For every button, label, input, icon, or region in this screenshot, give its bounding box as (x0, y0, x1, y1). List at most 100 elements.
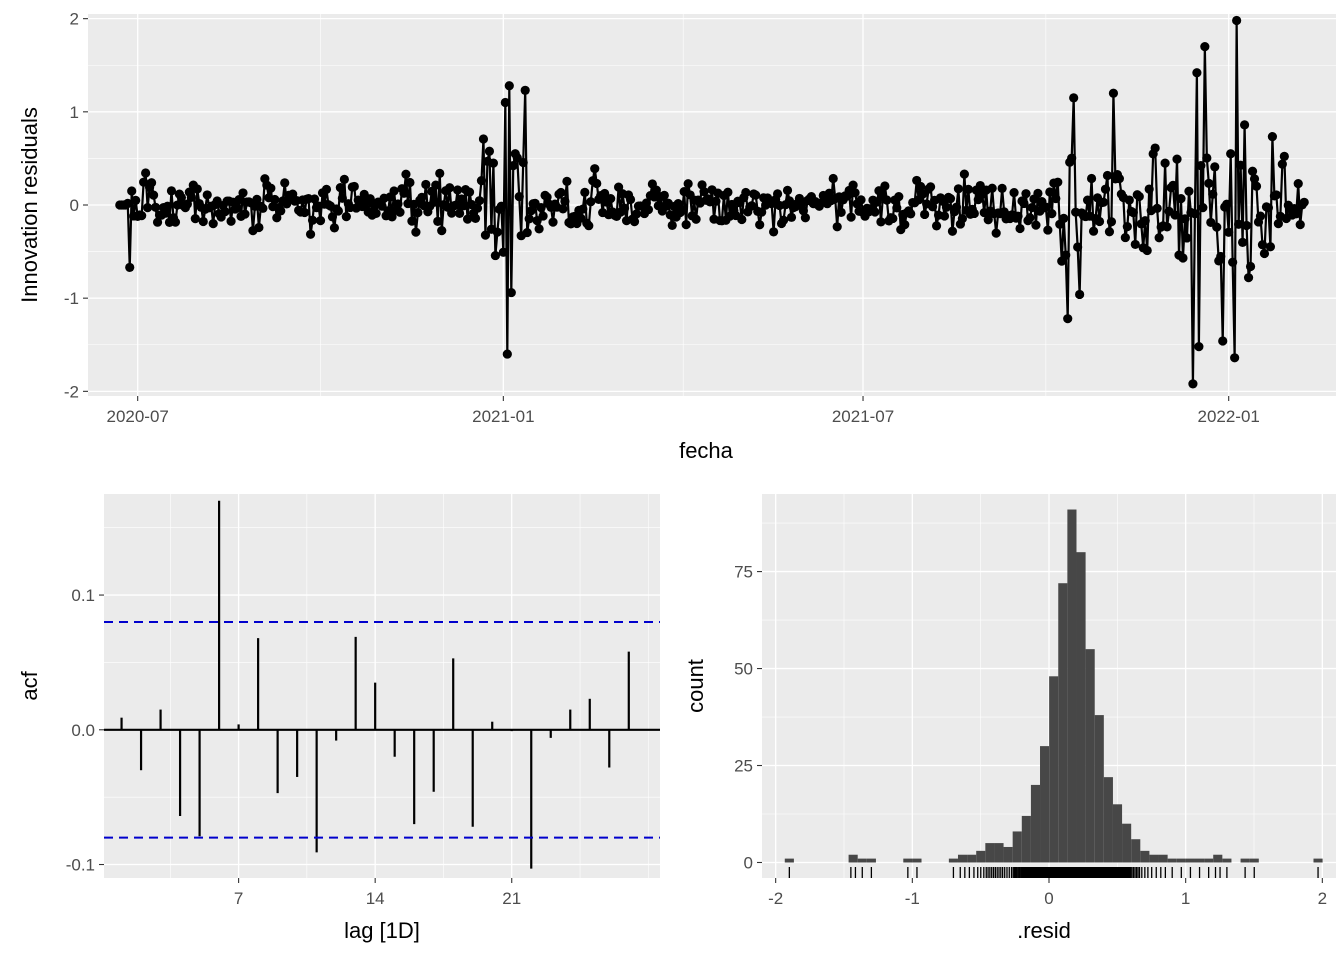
residuals-point (1176, 194, 1186, 204)
residuals-point (1251, 181, 1262, 191)
residuals-point (272, 213, 282, 223)
residuals-point (723, 187, 733, 197)
residuals-point (794, 193, 805, 204)
residuals-point (1204, 178, 1214, 188)
residuals-point (916, 181, 926, 192)
residuals-point (514, 191, 524, 202)
residuals-point (462, 214, 473, 224)
residuals-point (300, 207, 310, 218)
residuals-point (270, 194, 280, 205)
residuals-point (1100, 184, 1111, 194)
residuals-point (472, 203, 483, 213)
residuals-point (339, 174, 349, 184)
residuals-point (1299, 197, 1309, 207)
residuals-point (629, 217, 640, 227)
residuals-point (1192, 68, 1202, 78)
residuals-point (389, 186, 399, 196)
residuals-point (643, 205, 654, 215)
histogram-y-axis-title: count (683, 659, 708, 713)
residuals-point (1154, 233, 1164, 243)
histogram-x-tick-label: -1 (905, 889, 920, 908)
residuals-point (455, 208, 465, 218)
residuals-point (524, 214, 534, 224)
acf-bars (104, 500, 660, 869)
residuals-point (931, 221, 942, 231)
residuals-point (1150, 143, 1160, 153)
residuals-point (1043, 225, 1053, 235)
histogram-bar (1194, 858, 1205, 863)
residuals-series (115, 15, 1309, 389)
acf-x-tick-label: 14 (366, 889, 385, 908)
residuals-point (784, 196, 795, 206)
residuals-point (1124, 195, 1134, 205)
histogram-y-ticks: 0 25 50 75 (734, 563, 762, 872)
histogram-bar (948, 858, 958, 863)
histogram-bar (903, 858, 913, 863)
residuals-point (506, 287, 516, 298)
histogram-bar (1103, 777, 1113, 863)
residuals-point (1073, 242, 1083, 252)
residuals-point (681, 220, 691, 230)
residuals-point (141, 168, 151, 178)
residuals-point (1069, 93, 1079, 103)
residuals-point (1196, 161, 1206, 171)
histogram-bar (1185, 858, 1195, 863)
residuals-point (150, 202, 161, 212)
histogram-rug (788, 867, 1319, 878)
residuals-point (266, 183, 276, 193)
residuals-point (520, 85, 530, 95)
residuals-point (894, 191, 904, 202)
residuals-point (848, 180, 858, 190)
histogram-bar (866, 858, 876, 863)
residuals-point (387, 212, 397, 222)
residuals-point (1245, 261, 1256, 272)
residuals-point (741, 187, 751, 198)
residuals-point (1031, 220, 1041, 230)
residuals-point (1218, 336, 1228, 346)
residuals-point (939, 211, 950, 221)
residuals-point (882, 195, 892, 205)
histogram-bar (857, 858, 867, 863)
residuals-point (232, 203, 242, 213)
residuals-point (1170, 210, 1180, 220)
residuals-point (538, 211, 548, 221)
residuals-point (1202, 153, 1212, 163)
residuals-point (208, 219, 218, 229)
residuals-point (534, 224, 544, 234)
residuals-point (143, 202, 153, 213)
residuals-point (327, 212, 338, 222)
residuals-point (1098, 197, 1109, 207)
residuals-point (631, 209, 642, 219)
residuals-point (1239, 120, 1250, 130)
residuals-point (321, 184, 332, 194)
residuals-point (920, 209, 930, 220)
histogram-bar (1131, 839, 1141, 863)
residuals-point (856, 195, 866, 205)
residuals-point (480, 230, 491, 240)
residuals-point (1059, 213, 1069, 223)
histogram-x-tick-label: 1 (1181, 889, 1190, 908)
histogram-bar (1176, 858, 1186, 863)
residuals-point (836, 207, 846, 217)
residuals-point (1194, 342, 1204, 352)
residuals-point (677, 205, 687, 215)
residuals-point (769, 227, 779, 237)
residuals-point (333, 206, 343, 216)
residuals-point (578, 204, 588, 214)
residuals-point (464, 187, 475, 197)
residuals-point (556, 187, 566, 198)
histogram-bar (1167, 858, 1177, 863)
residuals-point (1108, 88, 1119, 98)
residuals-point (478, 134, 489, 144)
residuals-point (125, 262, 135, 273)
residuals-point (238, 188, 248, 198)
histogram-bar (1076, 552, 1086, 863)
residuals-point (1232, 15, 1242, 26)
histogram-x-axis-title: .resid (1017, 918, 1071, 943)
residuals-point (584, 221, 594, 231)
residuals-point (341, 212, 351, 222)
residuals-point (1210, 162, 1220, 172)
residuals-point (987, 183, 997, 193)
residuals-point (953, 184, 964, 194)
